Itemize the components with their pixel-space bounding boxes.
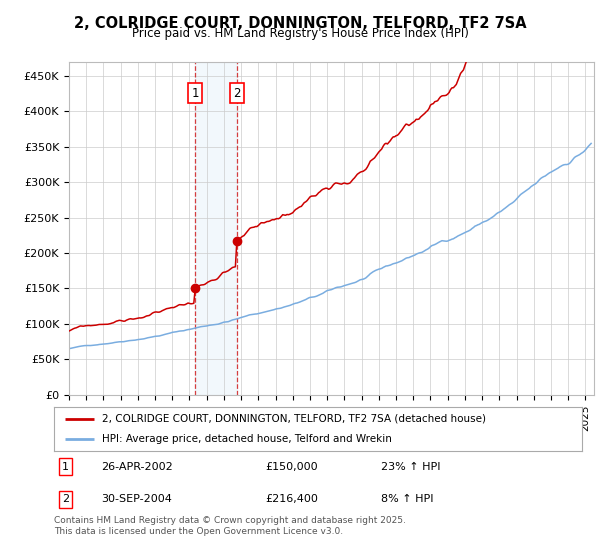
Text: Contains HM Land Registry data © Crown copyright and database right 2025.
This d: Contains HM Land Registry data © Crown c… <box>54 516 406 536</box>
Text: 2: 2 <box>233 87 241 100</box>
Text: 26-APR-2002: 26-APR-2002 <box>101 461 173 472</box>
Text: 1: 1 <box>191 87 199 100</box>
Bar <box>195 62 237 395</box>
Text: £150,000: £150,000 <box>265 461 318 472</box>
Text: 8% ↑ HPI: 8% ↑ HPI <box>382 494 434 505</box>
Text: 2, COLRIDGE COURT, DONNINGTON, TELFORD, TF2 7SA (detached house): 2, COLRIDGE COURT, DONNINGTON, TELFORD, … <box>101 414 485 424</box>
Text: HPI: Average price, detached house, Telford and Wrekin: HPI: Average price, detached house, Telf… <box>101 434 391 444</box>
Text: 2, COLRIDGE COURT, DONNINGTON, TELFORD, TF2 7SA: 2, COLRIDGE COURT, DONNINGTON, TELFORD, … <box>74 16 526 31</box>
Text: £216,400: £216,400 <box>265 494 318 505</box>
Text: 30-SEP-2004: 30-SEP-2004 <box>101 494 172 505</box>
Text: 1: 1 <box>62 461 69 472</box>
Text: 23% ↑ HPI: 23% ↑ HPI <box>382 461 441 472</box>
Text: 2: 2 <box>62 494 69 505</box>
Text: Price paid vs. HM Land Registry's House Price Index (HPI): Price paid vs. HM Land Registry's House … <box>131 27 469 40</box>
